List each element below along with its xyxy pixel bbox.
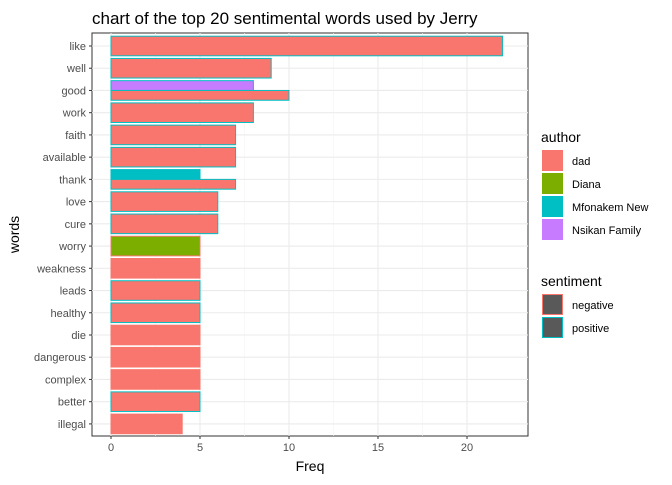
bar-good-lower xyxy=(110,89,290,101)
y-axis-ticks: like well good work faith available thank love c… xyxy=(34,41,92,431)
y-tick-label-leads: leads xyxy=(60,286,87,298)
x-tick-label-5: 5 xyxy=(197,442,203,454)
y-tick-label-cure: cure xyxy=(65,219,86,231)
y-tick-label-love: love xyxy=(66,197,86,209)
bar-complex xyxy=(110,369,201,390)
y-tick-label-thank: thank xyxy=(59,174,86,186)
y-tick-label-like: like xyxy=(69,41,86,53)
x-tick-label-10: 10 xyxy=(283,442,295,454)
bar-love xyxy=(110,191,219,212)
bar-worry xyxy=(110,235,201,257)
x-axis-ticks: 0 5 10 15 20 xyxy=(108,436,473,454)
bar-good-upper xyxy=(110,80,254,91)
legend-label-negative: negative xyxy=(572,300,614,312)
legend-label-mfonakem-new: Mfonakem New xyxy=(572,202,648,214)
chart-title: chart of the top 20 sentimental words us… xyxy=(92,9,478,28)
y-tick-label-well: well xyxy=(66,63,86,75)
legend-label-dad: dad xyxy=(572,156,590,168)
legend-sentiment: sentiment negative positive xyxy=(541,273,614,338)
legend-sentiment-title: sentiment xyxy=(541,273,602,289)
bar-leads xyxy=(110,280,201,301)
bar-die xyxy=(110,324,201,346)
y-tick-label-faith: faith xyxy=(65,130,86,142)
legend-key-mfonakem-new xyxy=(542,196,563,217)
bar-healthy xyxy=(110,302,201,324)
y-tick-label-weakness: weakness xyxy=(36,263,86,275)
y-tick-label-available: available xyxy=(43,152,86,164)
x-tick-label-20: 20 xyxy=(461,442,473,454)
y-tick-label-work: work xyxy=(62,108,87,120)
y-tick-label-good: good xyxy=(62,85,86,97)
legend-author: author dad Diana Mfonakem New Nsikan Family xyxy=(541,129,648,240)
bars xyxy=(110,35,504,435)
bar-cure xyxy=(110,213,219,235)
bar-well xyxy=(110,57,272,79)
bar-illegal xyxy=(110,413,183,435)
legend-label-positive: positive xyxy=(572,323,609,335)
legend-key-dad xyxy=(542,150,563,171)
y-tick-label-better: better xyxy=(58,397,86,409)
legend-label-nsikan-family: Nsikan Family xyxy=(572,225,642,237)
x-tick-label-15: 15 xyxy=(372,442,384,454)
bar-better xyxy=(110,391,201,412)
legend-key-nsikan-family xyxy=(542,219,563,240)
bar-available xyxy=(110,146,237,168)
bar-like xyxy=(110,35,504,57)
x-axis-title: Freq xyxy=(296,458,325,474)
y-tick-label-die: die xyxy=(71,330,86,342)
legend-key-negative xyxy=(542,294,563,315)
x-tick-label-0: 0 xyxy=(108,442,114,454)
bar-weakness xyxy=(110,258,201,279)
bar-work xyxy=(110,102,254,123)
bar-faith xyxy=(110,124,237,146)
legend-key-positive xyxy=(542,317,563,338)
bar-dangerous xyxy=(110,346,201,368)
bar-thank-lower xyxy=(110,178,237,190)
bar-thank-upper xyxy=(110,169,201,180)
y-tick-label-complex: complex xyxy=(45,374,86,386)
y-tick-label-healthy: healthy xyxy=(51,308,87,320)
legend-label-diana: Diana xyxy=(572,179,602,191)
y-tick-label-dangerous: dangerous xyxy=(34,352,86,364)
legend-author-title: author xyxy=(541,129,581,145)
y-tick-label-worry: worry xyxy=(58,241,86,253)
y-axis-title: words xyxy=(6,216,22,254)
legend-key-diana xyxy=(542,173,563,194)
y-tick-label-illegal: illegal xyxy=(58,419,86,431)
